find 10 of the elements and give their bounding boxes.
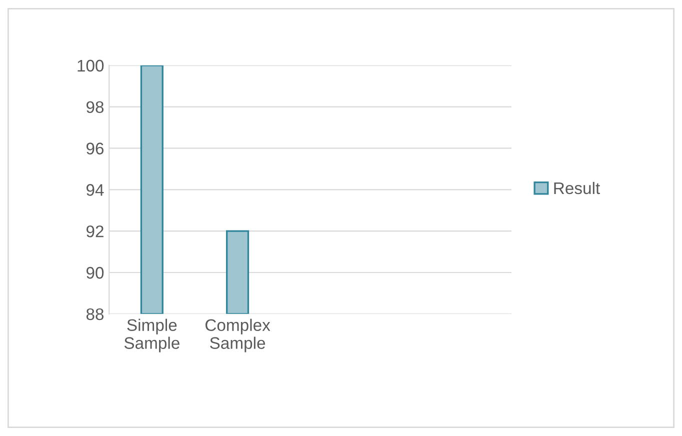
- x-tick-label: Complex Sample: [206, 318, 270, 352]
- legend-label: Result: [554, 182, 600, 194]
- y-tick-label: 92: [86, 225, 104, 238]
- y-tick-label: 88: [86, 308, 104, 320]
- y-tick-label: 96: [86, 142, 104, 154]
- y-tick-label: 94: [86, 184, 104, 196]
- y-tick-label: 90: [86, 266, 104, 279]
- y-tick-label: 98: [86, 101, 104, 114]
- y-tick-label: 100: [78, 60, 104, 72]
- x-tick-label: Simple Sample: [124, 318, 180, 352]
